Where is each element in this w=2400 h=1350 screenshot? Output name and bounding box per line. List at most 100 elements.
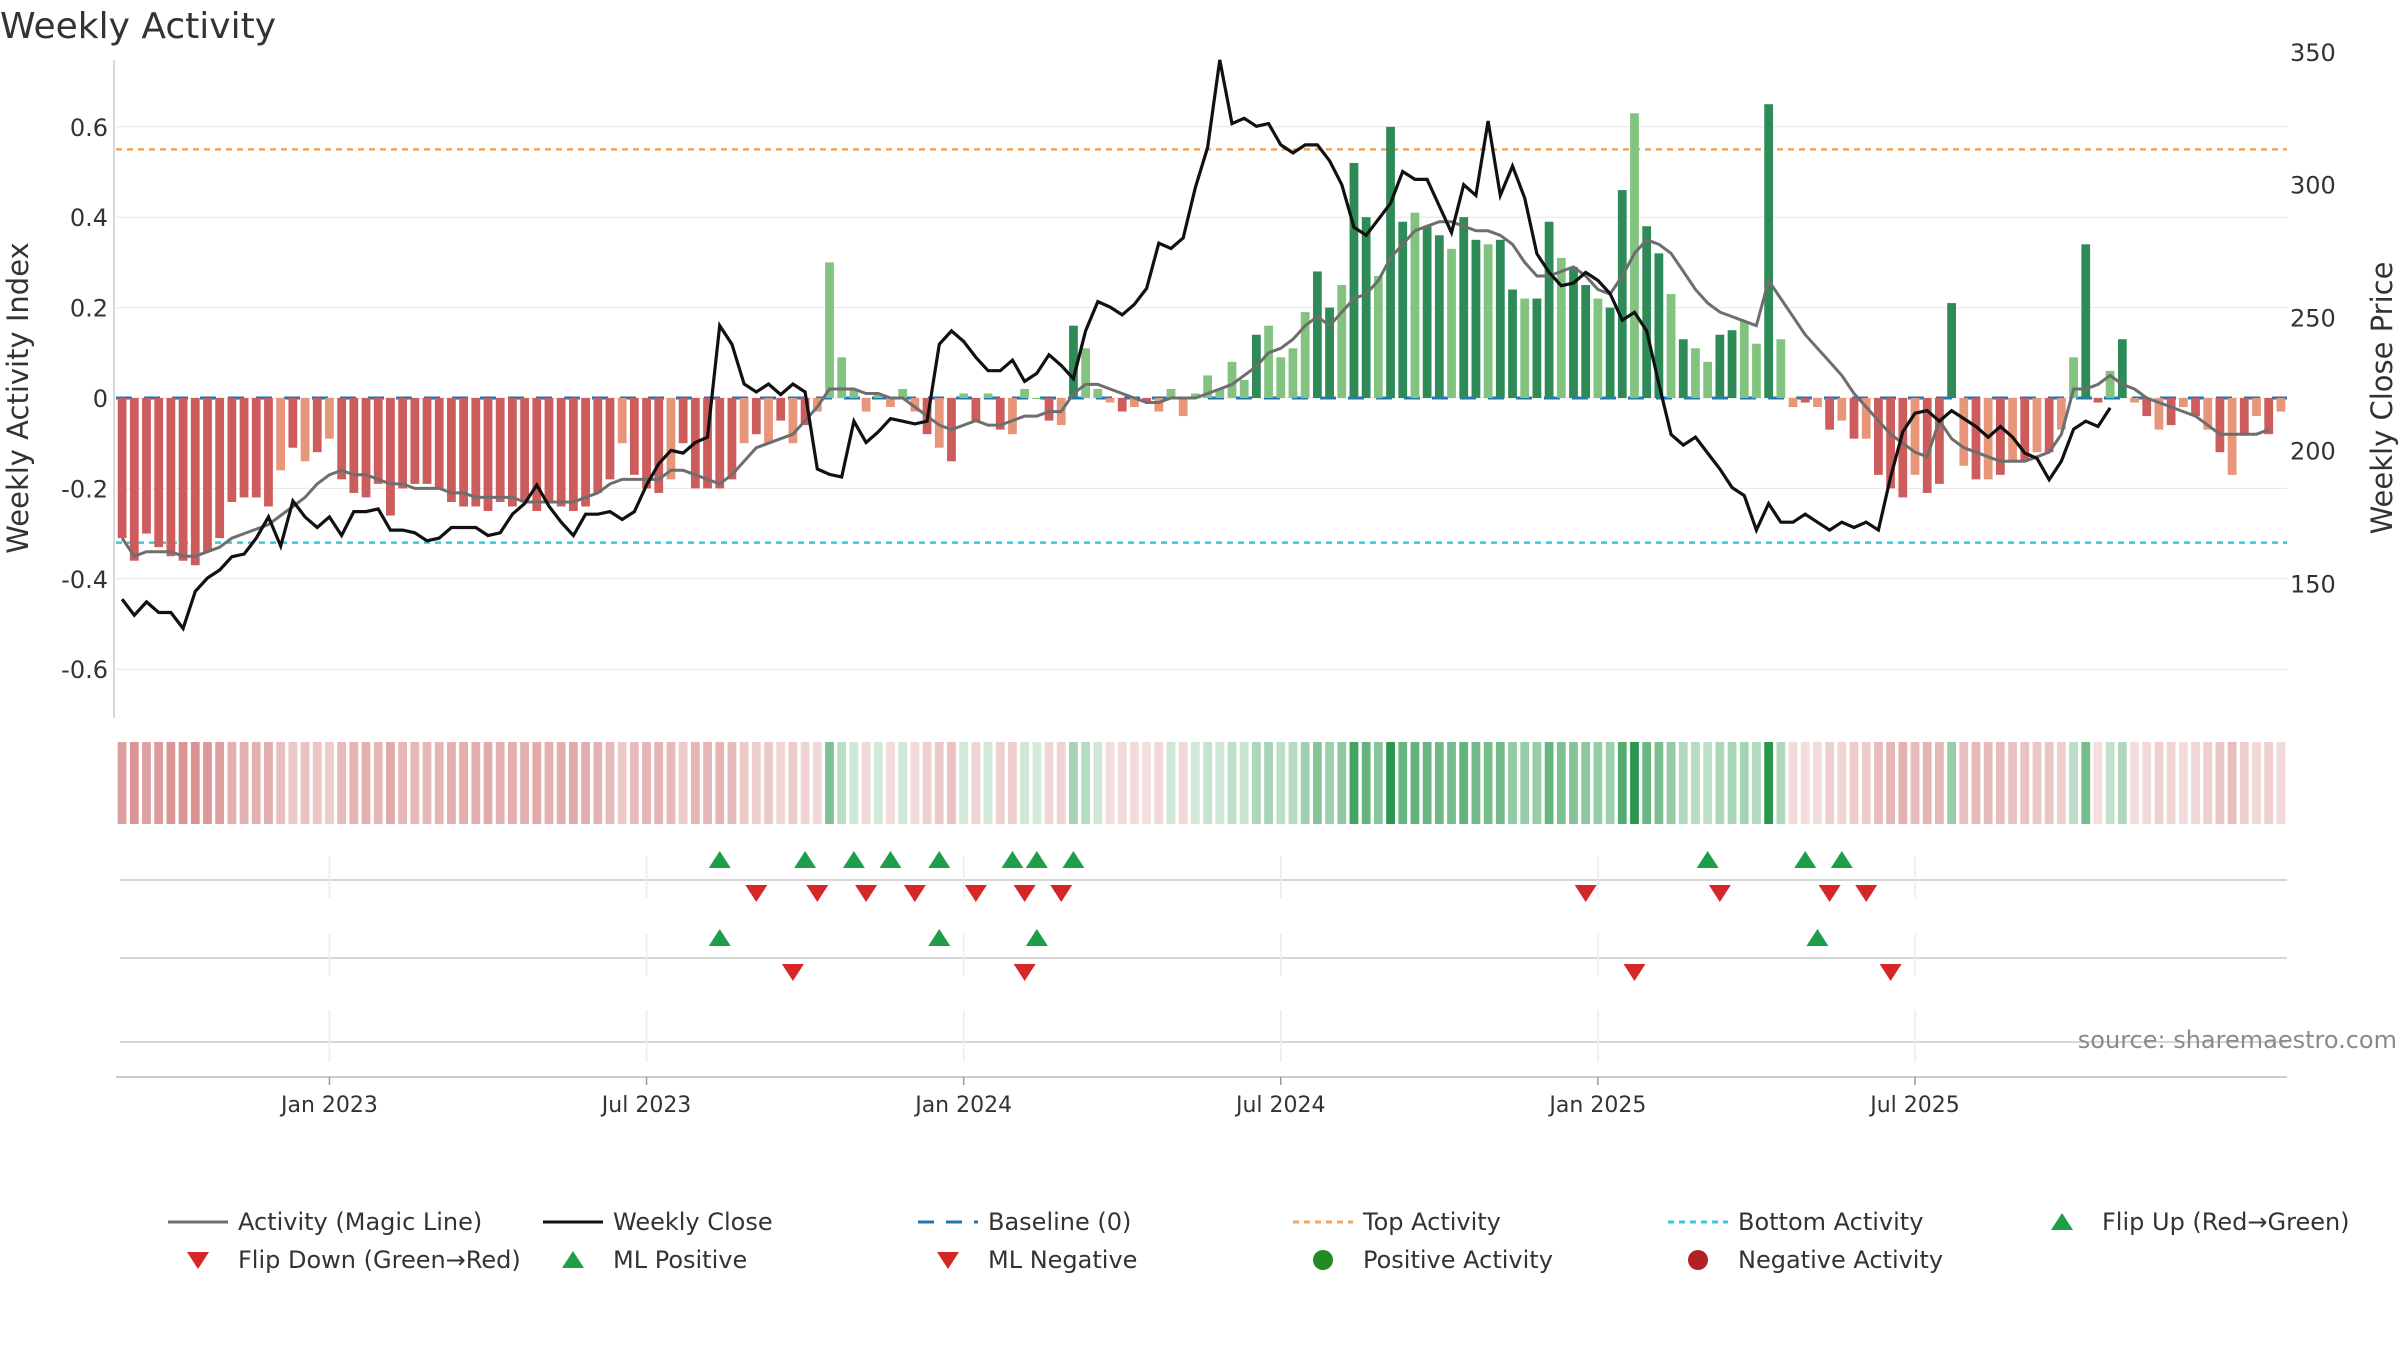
heat-strip-cell <box>1300 742 1310 824</box>
activity-bar <box>1008 398 1017 435</box>
activity-bar <box>1105 398 1115 403</box>
activity-bar <box>2032 398 2042 453</box>
activity-bar <box>1886 398 1896 489</box>
activity-bar <box>1349 162 1359 398</box>
activity-bar <box>507 398 517 507</box>
heat-strip-cell <box>1569 742 1578 824</box>
activity-bar <box>2203 398 2213 430</box>
activity-bar <box>1227 361 1237 398</box>
flip-down-marker <box>964 885 987 902</box>
flip-down-marker <box>1013 885 1036 902</box>
activity-bar <box>544 398 554 502</box>
heat-strip-cell <box>1715 742 1725 824</box>
heat-strip-cell <box>703 742 712 824</box>
heat-strip-cell <box>1703 742 1713 824</box>
activity-bar <box>1581 285 1591 398</box>
heat-strip-cell <box>2276 742 2286 824</box>
legend-positive-activity-label: Positive Activity <box>1363 1246 1553 1274</box>
flip-down-marker <box>745 885 768 902</box>
heat-strip-cell <box>1117 742 1127 824</box>
activity-bar <box>617 398 627 444</box>
activity-bar <box>703 398 712 489</box>
heat-strip-cell <box>2215 742 2225 824</box>
heat-strip-cell <box>2264 742 2274 824</box>
heat-strip-cell <box>2117 742 2127 824</box>
heat-strip-cell <box>154 742 164 824</box>
ml-positive-marker <box>708 929 731 946</box>
heat-strip-cell <box>1495 742 1505 824</box>
activity-bar <box>422 398 432 484</box>
activity-bar <box>1739 321 1749 398</box>
heat-strip-cell <box>337 742 347 824</box>
activity-bar <box>2069 357 2078 398</box>
heat-strip-cell <box>2191 742 2200 824</box>
heat-strip-cell <box>1861 742 1871 824</box>
ml-negative-marker <box>1879 964 1902 981</box>
activity-bar <box>1276 357 1286 398</box>
heat-strip-cell <box>605 742 615 824</box>
heat-strip-cell <box>410 742 420 824</box>
flip-up-marker <box>928 851 951 868</box>
y2-tick-label: 200 <box>2290 437 2336 465</box>
activity-bar <box>1398 221 1408 398</box>
heat-strip-cell <box>837 742 847 824</box>
flip-up-marker <box>794 851 817 868</box>
activity-bar <box>581 398 590 507</box>
heat-strip-cell <box>325 742 334 824</box>
axes: -0.6 -0.4 -0.2 0 0.2 0.4 0.6 150 200 250 300 350 Wee… <box>1 39 2399 718</box>
activity-bar <box>934 398 944 448</box>
activity-bar <box>1654 253 1664 398</box>
activity-bar <box>471 398 481 507</box>
flip-down-marker <box>806 885 829 902</box>
heat-strip-cell <box>1886 742 1896 824</box>
flip-up-marker <box>842 851 865 868</box>
legend-flip-up-label: Flip Up (Red→Green) <box>2102 1208 2350 1236</box>
activity-bar <box>361 398 371 498</box>
flip-up-marker <box>1025 851 1048 868</box>
heat-strip-cell <box>447 742 456 824</box>
y-tick-label: 0.2 <box>70 295 108 323</box>
heat-strip-cell <box>1410 742 1420 824</box>
heat-strip-cell <box>1544 742 1554 824</box>
activity-bar <box>1556 257 1566 398</box>
flip-down-marker <box>855 885 878 902</box>
heat-strip-cell <box>983 742 993 824</box>
flip-down-marker <box>903 885 926 902</box>
activity-bar <box>1764 104 1774 398</box>
activity-bar <box>1459 217 1469 398</box>
heat-strip-cell <box>1166 742 1176 824</box>
heat-strip-cell <box>398 742 408 824</box>
legend-weekly-close-label: Weekly Close <box>613 1208 773 1236</box>
heat-strip-cell <box>2032 742 2042 824</box>
heat-strip-cell <box>483 742 493 824</box>
activity-bar <box>605 398 615 480</box>
legend-flip-down-label: Flip Down (Green→Red) <box>238 1246 521 1274</box>
activity-bar <box>1166 388 1176 398</box>
activity-bar <box>1691 348 1700 398</box>
y-axis-label: Weekly Activity Index <box>1 242 35 553</box>
heat-strip-cell <box>1227 742 1237 824</box>
activity-bar <box>1922 398 1932 493</box>
activity-bar <box>1288 348 1298 398</box>
heat-strip-cell <box>1922 742 1932 824</box>
heat-strip-cell <box>642 742 651 824</box>
activity-bar <box>447 398 456 502</box>
activity-bar <box>1825 398 1835 430</box>
heat-strip-cell <box>593 742 603 824</box>
activity-bar <box>1178 398 1188 417</box>
legend-ml-negative-label: ML Negative <box>988 1246 1137 1274</box>
heat-strip-cell <box>166 742 176 824</box>
legend-flip-down-swatch <box>187 1252 209 1269</box>
heat-strip-cell <box>1325 742 1334 824</box>
activity-bar <box>1752 343 1761 398</box>
heat-strip-cell <box>1386 742 1395 824</box>
heat-strip-cell <box>2203 742 2213 824</box>
heat-strip-cell <box>910 742 920 824</box>
heat-strip-cell <box>361 742 371 824</box>
activity-bar <box>1483 244 1493 398</box>
activity-bar <box>568 398 578 511</box>
legend-baseline-label: Baseline (0) <box>988 1208 1131 1236</box>
activity-bar <box>1715 334 1725 398</box>
activity-bar <box>2227 398 2237 475</box>
activity-bar <box>1703 361 1713 398</box>
